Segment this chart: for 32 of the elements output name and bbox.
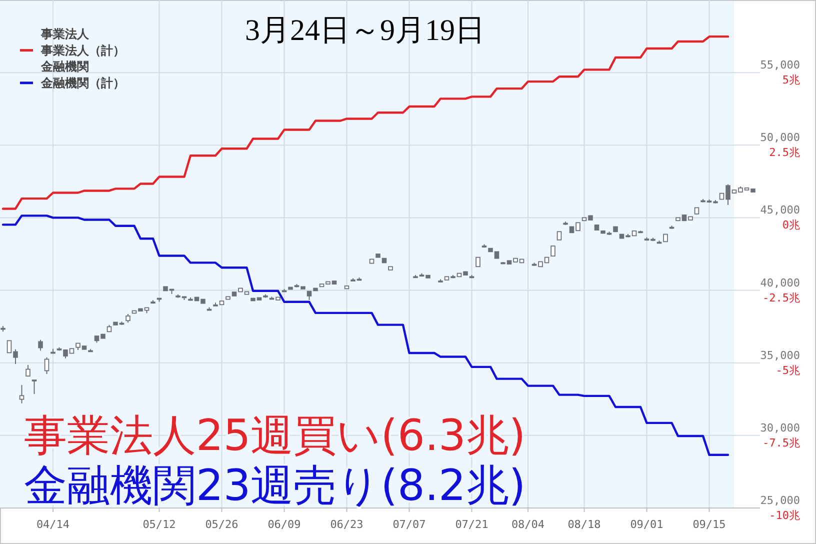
y-tick-label: 40,000 [760,276,800,290]
x-tick-label: 06/23 [330,518,364,531]
annotation: 事業法人25週買い(6.3兆) [24,411,526,461]
y2-tick-label: -5兆 [776,364,800,377]
annotation: 金融機関 [40,60,89,74]
y2-tick-label: 0兆 [782,218,800,232]
x-tick-label: 05/26 [205,518,238,531]
legend-label: 金融機関（計） [40,76,125,90]
x-tick-label: 07/21 [455,518,488,531]
annotation: 事業法人 [40,27,90,41]
x-tick-label: 08/04 [511,518,545,531]
y2-tick-label: -7.5兆 [762,436,800,450]
x-tick-label: 09/15 [692,518,726,531]
legend-label: 事業法人（計） [40,43,125,58]
x-tick-label: 04/14 [36,518,70,531]
x-tick-label: 09/01 [630,518,664,531]
y-tick-label: 45,000 [760,204,800,217]
text: 3月24日～9月19日 [245,14,485,47]
y-tick-label: 50,000 [760,131,800,144]
x-tick-label: 05/12 [142,518,176,531]
y-tick-label: 25,000 [760,494,800,507]
y-tick-label: 35,000 [760,348,800,362]
y-tick-label: 55,000 [760,58,800,72]
y2-tick-label: -2.5兆 [762,291,800,304]
y2-tick-label: 5兆 [782,74,800,87]
annotation: 金融機関23週売り(8.2兆) [24,461,526,511]
y2-tick-label: -10兆 [769,509,800,522]
y-tick-label: 30,000 [760,421,800,434]
y2-tick-label: 2.5兆 [769,146,800,160]
x-tick-label: 07/07 [392,518,426,531]
x-tick-label: 06/09 [268,518,301,531]
x-tick-label: 08/18 [568,518,601,531]
